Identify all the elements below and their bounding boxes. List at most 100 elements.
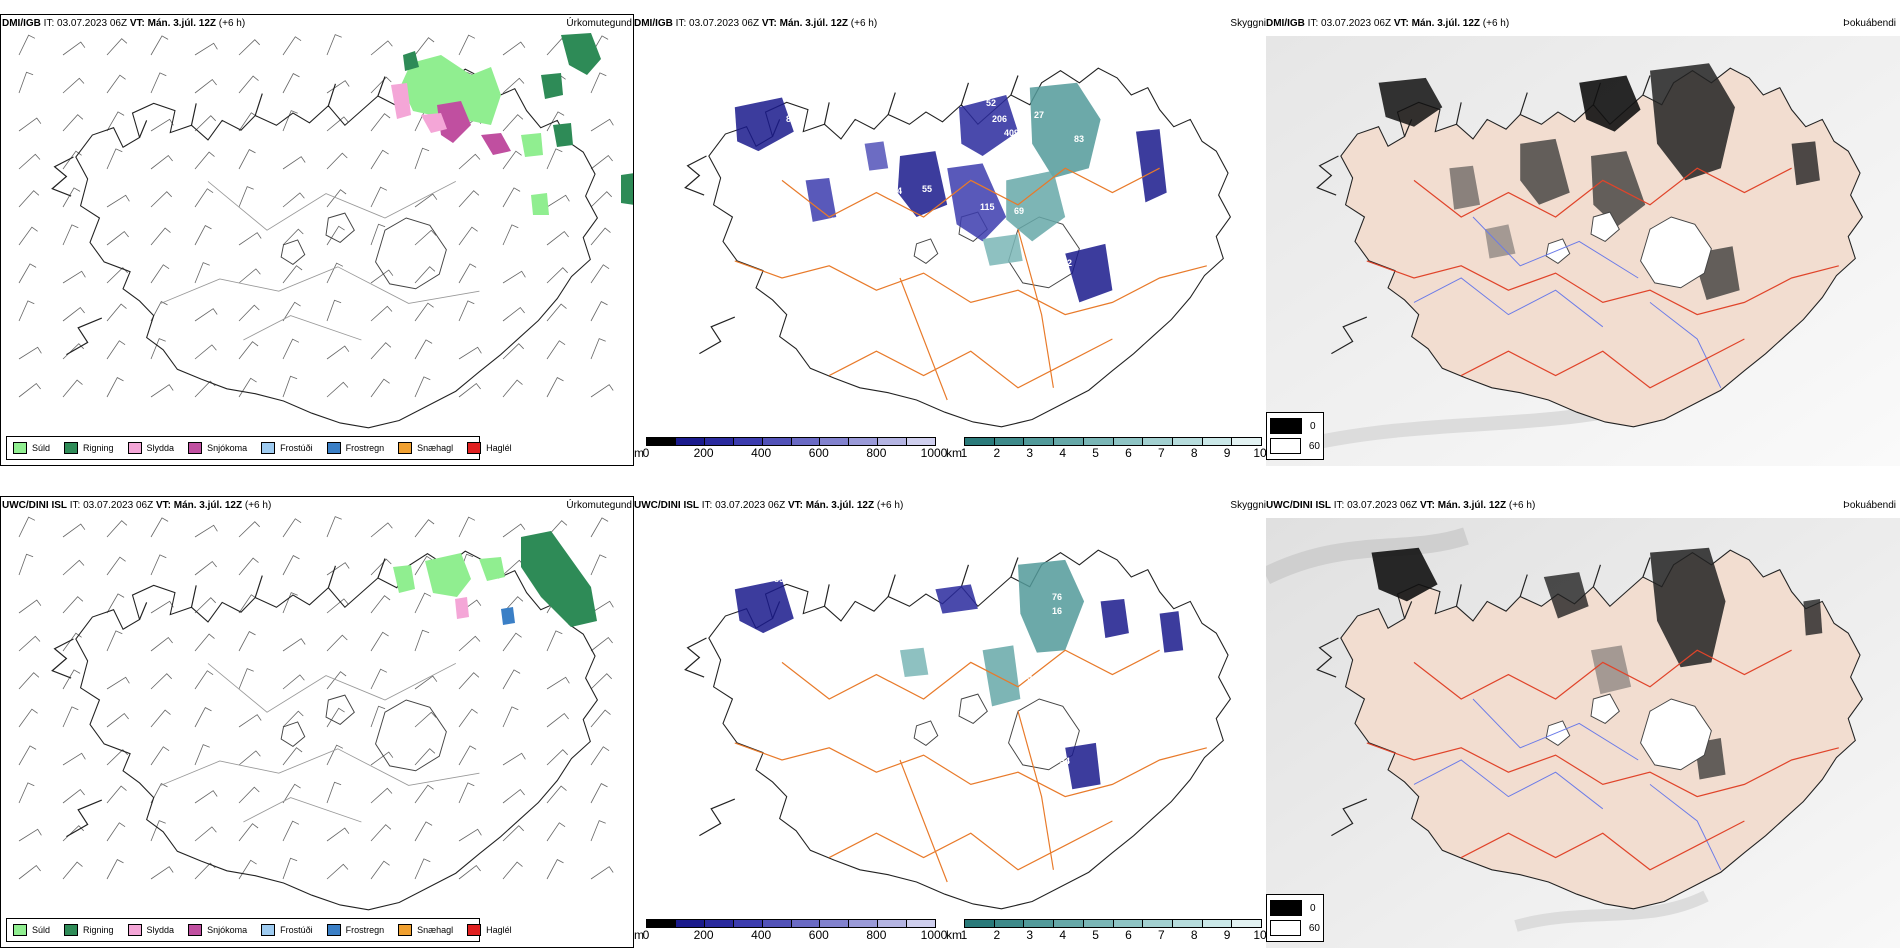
colorbar-swatch [1113, 438, 1144, 445]
wind-barb [370, 668, 388, 690]
lead-time: (+6 h) [1482, 18, 1510, 29]
wind-barb [590, 554, 607, 576]
wind-barb [62, 41, 86, 56]
colorbar-swatch [1054, 920, 1084, 927]
wind-barb [414, 339, 433, 360]
valid-label: VT: [1419, 500, 1435, 511]
legend-item-rigning: Rigning [64, 442, 114, 454]
wind-barb [546, 712, 569, 728]
cloudbase-colorbar-0: m 0 200 400 600 800 1000 [634, 437, 947, 467]
fog-indicator-label-1: Þokuábendi [1843, 500, 1896, 511]
wind-barb [18, 382, 41, 398]
wind-barb [62, 114, 84, 132]
wind-barb [590, 517, 609, 538]
wind-barb [458, 34, 476, 56]
wind-barb [238, 786, 260, 804]
wind-barb [194, 826, 217, 842]
colorbar-tick-label: 600 [808, 928, 829, 942]
wind-barb [590, 338, 606, 360]
init-time: IT: 03.07.2023 06Z [1333, 500, 1418, 511]
legend-item-snjokoma: Snjókoma [188, 924, 247, 936]
wind-barb [282, 555, 300, 576]
wind-barb [370, 40, 393, 56]
wind-barb [62, 523, 86, 538]
fog-indicator-label-0: Þokuábendi [1843, 18, 1896, 29]
colorbar-swatch [1172, 438, 1203, 445]
wind-barb [282, 265, 303, 284]
colorbar-tick-label: 10 [1253, 928, 1267, 942]
wind-barb [502, 632, 522, 652]
wind-barb [18, 708, 38, 728]
wind-barb [18, 635, 41, 652]
wind-barb [590, 673, 612, 690]
wind-barb [282, 338, 300, 360]
wind-barb [458, 226, 478, 246]
legend-item-slydda: Slydda [127, 442, 174, 454]
cloudbase-value-label: 55 [922, 184, 932, 194]
cloudbase-value-label: 291 [1006, 144, 1021, 154]
wind-barb [370, 269, 394, 284]
colorbar-swatch [704, 438, 734, 445]
wind-barb [326, 863, 349, 880]
wind-barb [546, 630, 563, 652]
wind-barb [458, 782, 475, 804]
wind-barb [106, 712, 129, 728]
wind-barb [546, 111, 565, 132]
swatch-rigning [64, 924, 79, 936]
init-time: IT: 03.07.2023 06Z [701, 500, 786, 511]
fog-legend-item: 0 [1270, 416, 1320, 436]
cloudbase-value-label: 206 [992, 114, 1007, 124]
wind-barb [458, 300, 475, 322]
wind-barb [590, 72, 607, 94]
wind-barb [458, 864, 481, 880]
wind-barb [370, 705, 386, 728]
colorbar-swatch [994, 438, 1025, 445]
cloudbase-value-label: 71 [1096, 196, 1106, 206]
colorbar-swatch [1083, 438, 1114, 445]
wind-barb [590, 301, 608, 322]
legend-item-rigning: Rigning [64, 924, 114, 936]
wind-barb [458, 263, 477, 284]
wind-barb [326, 707, 345, 728]
wind-barb [106, 74, 126, 94]
wind-barb [18, 864, 41, 880]
precip-type-panel-1: UWC/DINI ISL IT: 03.07.2023 06Z VT: Mán.… [0, 496, 634, 948]
colorbar-swatch [762, 438, 792, 445]
wind-barb [282, 857, 298, 880]
valid-time: Mán. 3.júl. 12Z [1411, 18, 1480, 29]
wind-barb [238, 521, 260, 538]
visibility-label-0: Skyggni [1230, 18, 1266, 29]
cloudbase-value-label: 10 [930, 88, 940, 98]
wind-barb [502, 752, 526, 766]
valid-time: Mán. 3.júl. 12Z [173, 500, 243, 511]
colorbar-tick-label: 5 [1092, 928, 1099, 942]
wind-barb [106, 230, 129, 246]
colorbar-tick-label: 8 [1190, 928, 1198, 942]
wind-barb [370, 631, 389, 652]
cloudbase-value-label: 27 [1034, 110, 1044, 120]
wind-barb [106, 520, 128, 538]
lead-time: (+6 h) [218, 18, 246, 29]
wind-barb [414, 193, 438, 208]
colorbar-tick-label: 6 [1125, 928, 1132, 942]
wind-barb [62, 669, 81, 690]
wind-barb [458, 828, 482, 842]
wind-barb [238, 668, 254, 690]
wind-barb [18, 300, 35, 322]
wind-barb [370, 76, 392, 94]
colorbar-tick-label: 200 [693, 446, 714, 460]
wind-barb [458, 745, 477, 766]
wind-barb [546, 148, 563, 170]
wind-barb [326, 345, 350, 360]
wind-barb [150, 338, 166, 360]
wind-barb [18, 672, 40, 690]
wind-barb [502, 596, 524, 614]
legend-item-snaehagl: Snæhagl [398, 442, 453, 454]
cloudbase-value-label: 76 [1052, 592, 1062, 602]
wind-barb [590, 709, 611, 728]
colorbar-swatch [791, 438, 821, 445]
wind-barb [106, 822, 126, 842]
wind-barb [326, 562, 350, 576]
colorbar-tick-label: 4 [1059, 446, 1066, 460]
colorbar-swatch [1083, 920, 1114, 927]
